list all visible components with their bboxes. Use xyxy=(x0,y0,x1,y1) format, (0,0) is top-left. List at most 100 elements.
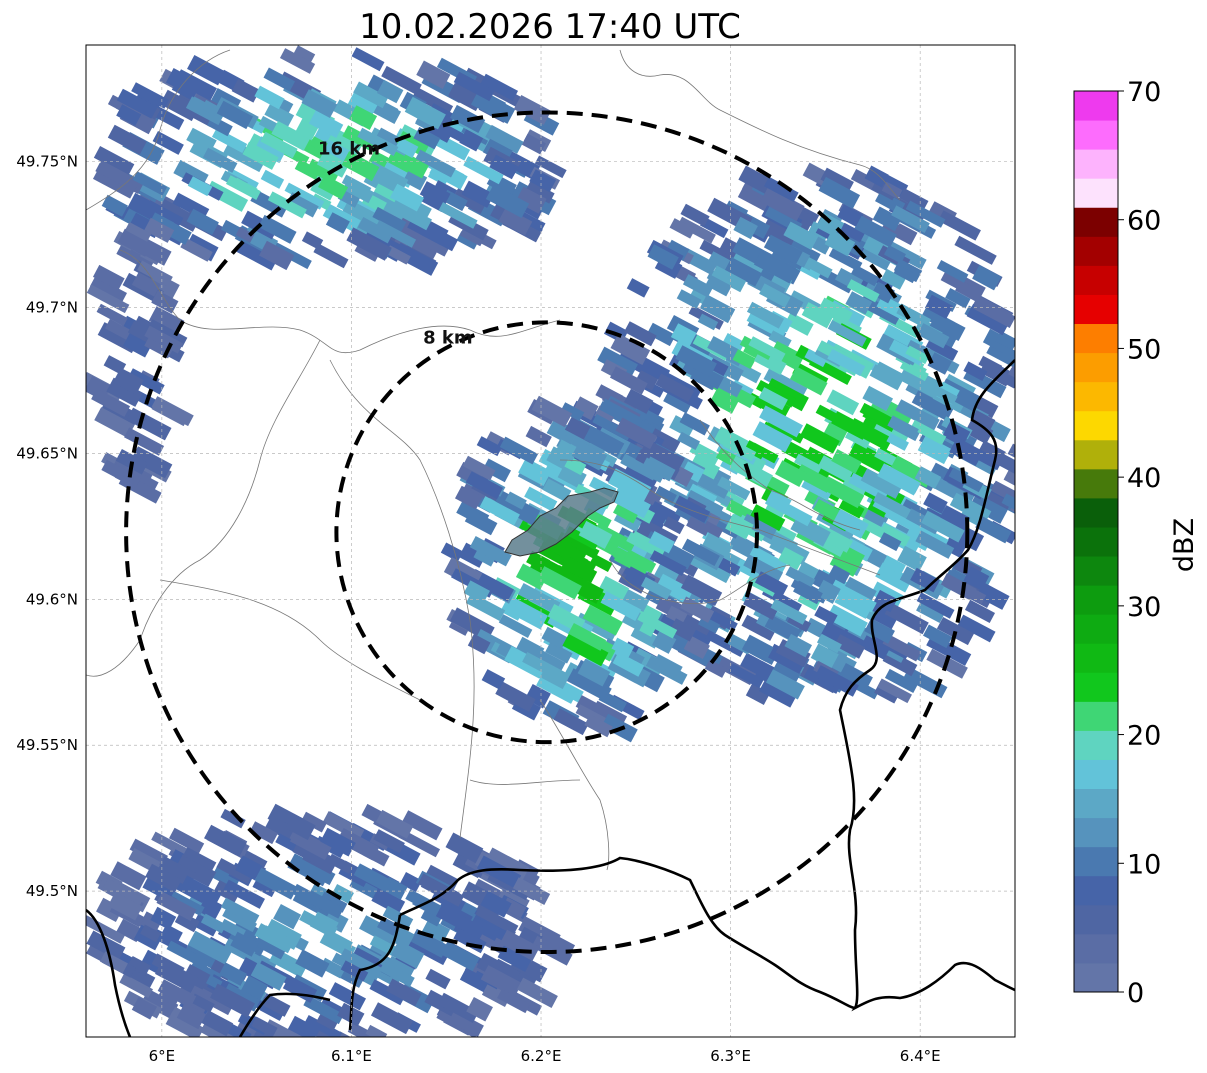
colorbar-segment xyxy=(1074,643,1118,673)
echo-cell xyxy=(346,227,392,261)
echo-cell xyxy=(542,478,572,503)
echo-cell xyxy=(469,535,512,567)
echo-cell xyxy=(975,449,1003,471)
echo-cell xyxy=(746,301,785,329)
echo-cell xyxy=(824,229,856,257)
echo-cell xyxy=(365,1024,388,1037)
echo-cell xyxy=(964,419,994,445)
echo-cell xyxy=(96,303,128,327)
echo-cell xyxy=(640,576,672,600)
echo-cell xyxy=(254,136,287,164)
echo-cell xyxy=(753,250,797,284)
colorbar-segment xyxy=(1074,875,1118,906)
echo-cell xyxy=(895,399,940,431)
echo-cell xyxy=(347,92,378,118)
country-border xyxy=(838,359,1015,1012)
colorbar-segment xyxy=(1074,788,1118,819)
colorbar-segment xyxy=(1074,701,1118,731)
echo-cell xyxy=(225,175,261,200)
echo-cell xyxy=(438,202,478,229)
echo-cell xyxy=(634,367,660,391)
echo-cell xyxy=(565,526,600,551)
echo-cell xyxy=(653,654,683,677)
echo-cell xyxy=(597,346,638,378)
echo-cell xyxy=(340,960,369,982)
echo-cell xyxy=(704,659,728,678)
echo-cell xyxy=(939,505,971,532)
colorbar-segment xyxy=(1074,381,1118,412)
admin-boundary xyxy=(159,579,421,701)
echo-cell xyxy=(704,608,738,632)
echo-cell xyxy=(415,149,456,178)
echo-cell xyxy=(479,496,520,526)
echo-cell xyxy=(545,641,573,664)
echo-cell xyxy=(655,573,694,604)
echo-cell xyxy=(467,633,491,655)
echo-cell xyxy=(832,508,869,539)
admin-boundary xyxy=(469,779,581,785)
echo-cell xyxy=(922,624,953,649)
echo-cell xyxy=(385,978,422,1007)
echo-cell xyxy=(107,124,147,155)
echo-cell xyxy=(372,206,407,233)
echo-cell xyxy=(220,808,246,829)
colorbar-segment xyxy=(1074,759,1118,790)
echo-cell xyxy=(964,599,996,624)
echo-cell xyxy=(254,923,295,954)
echo-cell xyxy=(886,432,909,451)
echo-cell xyxy=(130,446,173,479)
echo-cell xyxy=(963,566,990,591)
echo-cell xyxy=(943,535,968,558)
colorbar-segment xyxy=(1074,730,1118,760)
echo-cell xyxy=(775,638,811,668)
echo-cell xyxy=(525,180,555,204)
echo-cell xyxy=(970,410,996,431)
echo-cell xyxy=(89,276,127,304)
figure-title: 10.02.2026 17:40 UTC xyxy=(359,7,741,47)
echo-cell xyxy=(258,214,297,244)
colorbar-tick-label: 20 xyxy=(1127,721,1161,752)
echo-cell xyxy=(498,207,533,236)
echo-cell xyxy=(936,617,975,646)
echo-cell xyxy=(125,222,152,242)
echo-cell xyxy=(923,492,948,514)
echo-cell xyxy=(976,582,1010,610)
echo-cell xyxy=(387,146,430,179)
echo-cell xyxy=(419,181,451,207)
range-rings: 8 km 16 km xyxy=(124,110,970,955)
echo-cell xyxy=(201,1010,234,1037)
echo-cell xyxy=(562,632,609,667)
echo-cell xyxy=(200,913,227,934)
echo-cell xyxy=(299,910,338,938)
echo-cell xyxy=(331,884,354,904)
y-axis-ticks: 49.75°N 49.7°N 49.65°N 49.6°N 49.55°N 49.5°N xyxy=(16,153,78,900)
echo-cell xyxy=(566,668,612,702)
colorbar-segment xyxy=(1074,672,1118,702)
echo-cell xyxy=(150,906,177,931)
echo-cell xyxy=(837,204,864,228)
echo-cell xyxy=(989,366,1015,389)
echo-cell xyxy=(910,419,947,446)
echo-cell xyxy=(729,455,773,488)
echo-cell xyxy=(416,60,451,89)
echo-cell xyxy=(308,110,344,138)
echo-cell xyxy=(842,576,877,604)
echo-cell xyxy=(145,863,182,893)
echo-cell xyxy=(342,178,375,204)
echo-cell xyxy=(180,237,213,262)
echo-cell xyxy=(452,188,487,215)
echo-cell xyxy=(862,508,889,531)
echo-cell xyxy=(448,1009,484,1037)
echo-cell xyxy=(116,88,158,119)
echo-cell xyxy=(882,555,906,575)
echo-cell xyxy=(379,961,415,987)
echo-cell xyxy=(187,54,226,86)
echo-cell xyxy=(179,875,222,908)
y-tick-label: 49.65°N xyxy=(16,444,78,462)
echo-cell xyxy=(481,669,506,690)
echo-cell xyxy=(148,306,185,336)
echo-cell xyxy=(721,333,746,355)
echo-cell xyxy=(754,571,789,597)
echo-cell xyxy=(887,415,919,440)
echo-cell xyxy=(826,389,860,416)
